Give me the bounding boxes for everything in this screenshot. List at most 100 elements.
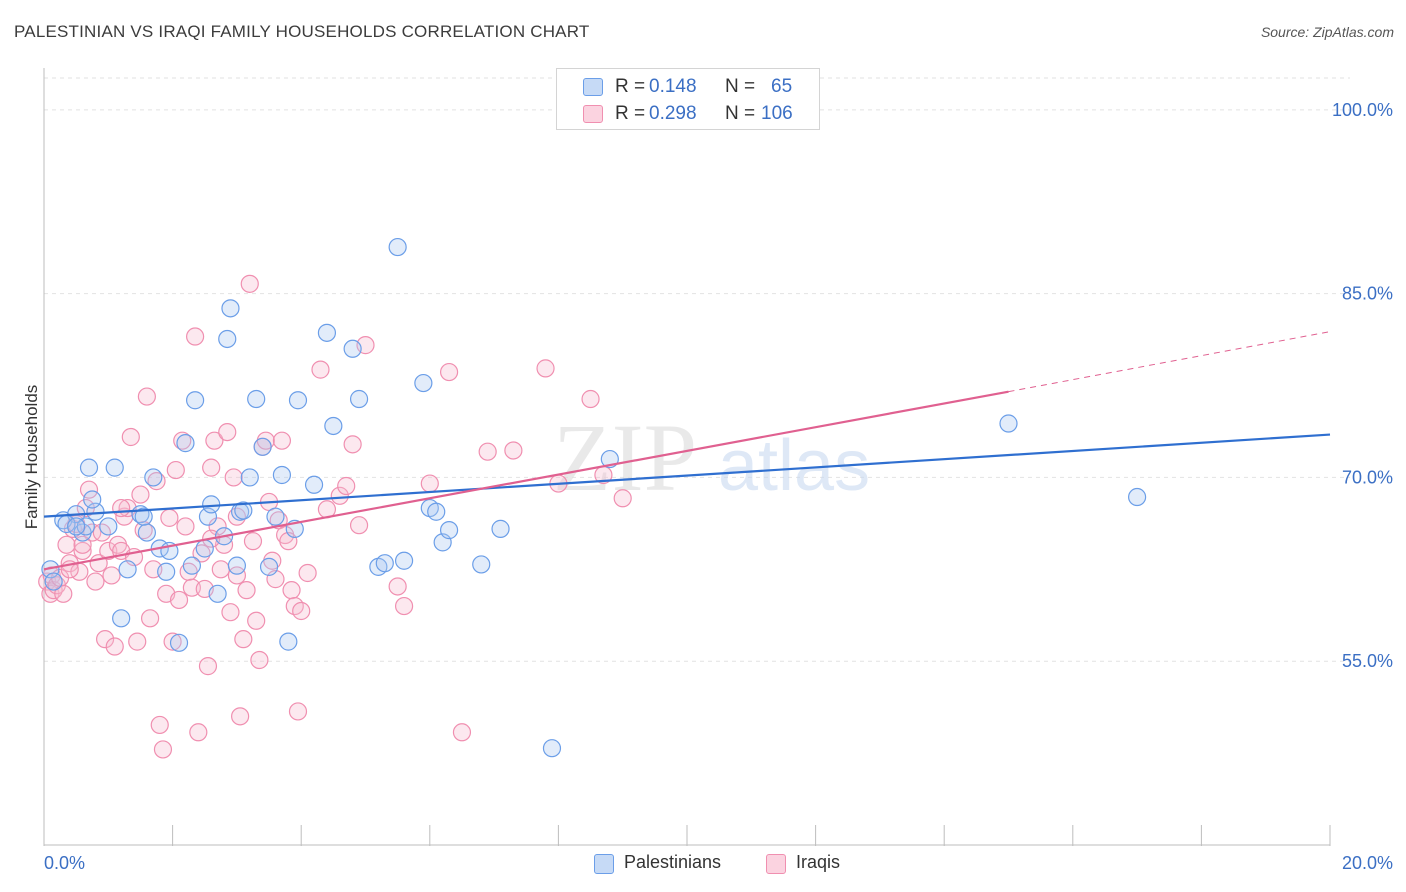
iraqis-point <box>140 609 160 628</box>
palestinians-point <box>99 517 118 536</box>
iraqis-point <box>388 577 407 596</box>
palestinians-point <box>427 502 446 521</box>
iraqis-point <box>211 560 230 579</box>
palestinians-point <box>394 551 414 570</box>
legend-n-label: N = <box>725 76 756 97</box>
grid-lines <box>44 77 1350 662</box>
palestinians-point <box>144 468 163 487</box>
iraqis-point <box>192 544 211 563</box>
iraqis-point <box>330 486 349 505</box>
iraqis-point <box>57 535 76 554</box>
legend-swatch-palestinians <box>583 78 603 96</box>
y-axis-label: Family Households <box>22 385 41 530</box>
palestinians-point <box>324 416 343 436</box>
iraqis-point <box>234 630 253 649</box>
iraqis-point <box>231 707 250 726</box>
palestinians-point <box>218 329 237 349</box>
iraqis-point <box>99 541 118 561</box>
iraqis-point <box>160 508 179 527</box>
palestinians-point <box>247 389 266 409</box>
palestinians-point <box>112 609 131 628</box>
iraqis-point <box>150 715 169 735</box>
palestinians-point <box>472 555 491 574</box>
iraqis-point <box>166 460 185 480</box>
palestinians-point <box>134 507 153 526</box>
iraqis-point <box>613 489 632 508</box>
palestinians-point <box>221 299 240 318</box>
iraqis-point <box>227 566 246 585</box>
palestinians-point <box>279 632 298 651</box>
bottom-legend-swatch-palestinians <box>594 854 614 874</box>
y-tick-label: 85.0% <box>1342 284 1393 304</box>
bottom-legend-label: Palestinians <box>624 852 722 872</box>
iraqis-point <box>173 431 192 450</box>
palestinians-points <box>41 237 1147 758</box>
iraqis-point <box>198 657 218 676</box>
axes <box>43 68 1331 846</box>
iraqis-point <box>218 422 237 442</box>
iraqis-point <box>237 581 256 600</box>
palestinians-point <box>266 507 285 526</box>
iraqis-point <box>79 480 99 499</box>
stats-legend: R = 0.148 N = 65 R = 0.298 N = 106 <box>556 68 820 130</box>
palestinians-point <box>157 562 176 581</box>
iraqis-point <box>250 650 269 670</box>
palestinians-point <box>83 490 102 509</box>
palestinians-point <box>240 468 259 487</box>
palestinians-point <box>414 373 433 393</box>
iraqis-point <box>153 740 173 759</box>
legend-swatch-iraqis <box>583 105 603 123</box>
iraqis-point <box>247 611 266 630</box>
legend-r-value: 0.298 <box>649 103 697 124</box>
iraqis-point <box>102 566 121 585</box>
palestinians-point <box>137 523 156 542</box>
palestinians-point <box>79 458 99 477</box>
iraqis-point <box>240 274 259 293</box>
iraqis-point <box>298 563 317 583</box>
palestinians-trend-line <box>43 433 1331 518</box>
iraqis-point <box>202 458 221 477</box>
y-tick-labels: 55.0% 70.0% 85.0% 100.0% <box>1332 100 1393 671</box>
iraqis-point <box>54 584 73 603</box>
palestinians-point <box>195 539 214 558</box>
iraqis-point <box>292 601 311 621</box>
legend-n-value: 106 <box>761 103 793 124</box>
iraqis-point <box>221 603 240 622</box>
palestinians-point <box>343 339 362 358</box>
palestinians-point <box>253 437 272 456</box>
iraqis-point <box>186 327 205 346</box>
iraqis-point <box>282 581 301 600</box>
legend-row-palestinians: R = 0.148 N = 65 <box>557 73 819 101</box>
iraqis-point <box>349 516 369 535</box>
palestinians-point <box>317 323 337 342</box>
iraqis-point <box>343 435 362 454</box>
iraqis-point <box>420 474 439 493</box>
palestinians-point <box>1127 487 1147 507</box>
palestinians-point <box>118 560 137 579</box>
iraqis-point <box>536 359 555 378</box>
palestinians-point <box>304 475 324 494</box>
iraqis-point <box>243 532 263 551</box>
iraqis-trend-extension <box>1008 331 1331 393</box>
iraqis-point <box>452 723 472 742</box>
palestinians-point <box>169 633 189 652</box>
legend-r-value: 0.148 <box>649 76 697 97</box>
palestinians-point <box>227 556 246 575</box>
palestinians-point <box>375 554 394 573</box>
y-tick-label: 55.0% <box>1342 651 1393 671</box>
bottom-legend-swatch-iraqis <box>766 854 786 874</box>
palestinians-point <box>176 434 195 453</box>
iraqis-point <box>176 517 195 536</box>
palestinians-point <box>186 391 205 410</box>
iraqis-point <box>128 632 147 651</box>
iraqis-point <box>163 632 182 651</box>
chart-title: PALESTINIAN VS IRAQI FAMILY HOUSEHOLDS C… <box>14 22 590 41</box>
source-credit: Source: ZipAtlas.com <box>1260 24 1394 40</box>
palestinians-point <box>288 391 308 410</box>
iraqis-point <box>205 431 224 450</box>
iraqis-point <box>131 485 150 504</box>
iraqis-point <box>86 572 105 591</box>
iraqis-point <box>311 360 330 379</box>
legend-row-iraqis: R = 0.298 N = 106 <box>557 100 819 128</box>
palestinians-point <box>259 557 279 576</box>
